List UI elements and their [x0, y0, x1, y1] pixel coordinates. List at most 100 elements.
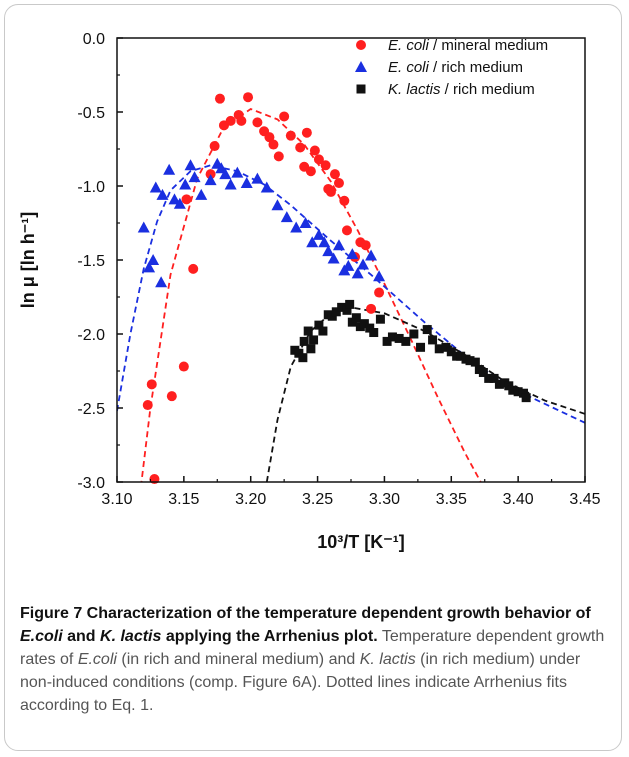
point-series-2 [309, 335, 319, 345]
point-series-2 [345, 299, 355, 309]
point-series-2 [441, 342, 451, 352]
y-tick-label: -1.0 [77, 179, 105, 196]
point-series-0 [341, 225, 352, 236]
x-tick-label: 3.20 [235, 491, 266, 508]
point-series-1 [163, 163, 176, 175]
point-series-2 [521, 393, 531, 403]
point-series-2 [422, 325, 432, 335]
fit-line-series-0 [140, 107, 482, 482]
point-series-1 [351, 267, 364, 279]
point-series-2 [409, 329, 419, 339]
point-series-1 [251, 172, 264, 184]
point-series-2 [318, 326, 328, 336]
point-series-2 [299, 336, 309, 346]
point-series-1 [322, 245, 335, 257]
point-series-0 [333, 178, 344, 189]
point-series-0 [188, 263, 199, 274]
point-series-1 [327, 252, 340, 264]
x-tick-label: 3.45 [569, 491, 600, 508]
y-tick-label: -1.5 [77, 253, 105, 270]
point-series-1 [173, 197, 186, 209]
arrhenius-chart: 3.10 3.15 3.20 3.25 3.30 3.35 3.40 3.45 0.0 -0.5 -… [18, 31, 601, 552]
y-tick-label: -3.0 [77, 475, 105, 492]
x-tick-label: 3.30 [369, 491, 400, 508]
point-series-2 [303, 326, 313, 336]
legend-marker-1 [355, 61, 367, 72]
point-series-1 [143, 261, 156, 273]
point-series-0 [360, 240, 371, 251]
point-series-2 [298, 353, 308, 363]
caption-title: Figure 7 Characterization of the tempera… [20, 605, 591, 645]
point-series-0 [236, 115, 247, 126]
point-series-1 [184, 159, 197, 171]
point-series-1 [342, 259, 355, 271]
point-series-2 [394, 333, 404, 343]
point-series-2 [470, 357, 480, 367]
point-series-2 [494, 379, 504, 389]
point-series-1 [147, 254, 160, 265]
point-series-1 [299, 217, 312, 228]
point-series-2 [337, 302, 347, 312]
point-series-0 [325, 186, 336, 197]
point-series-2 [489, 373, 499, 383]
point-series-1 [290, 221, 303, 233]
point-series-0 [225, 115, 236, 126]
point-series-2 [375, 314, 385, 324]
point-series-2 [401, 336, 411, 346]
point-series-1 [357, 258, 370, 270]
figure-caption: Figure 7 Characterization of the tempera… [20, 602, 612, 717]
point-series-0 [166, 391, 177, 402]
point-series-1 [204, 174, 217, 186]
point-series-2 [456, 351, 466, 361]
point-series-1 [312, 228, 325, 240]
point-series-0 [209, 141, 220, 152]
point-series-1 [318, 236, 331, 248]
legend-entry-2: K. lactis / rich medium [388, 81, 535, 98]
y-tick-label: -2.5 [77, 401, 105, 418]
point-series-2 [428, 335, 438, 345]
point-series-1 [179, 178, 192, 190]
point-series-2 [306, 344, 316, 354]
point-series-0 [243, 92, 254, 103]
point-series-1 [224, 178, 237, 190]
point-series-0 [279, 111, 290, 122]
point-series-1 [271, 199, 284, 211]
point-series-2 [446, 347, 456, 357]
point-series-0 [178, 361, 189, 372]
point-series-1 [137, 221, 150, 233]
point-series-1 [346, 248, 359, 260]
point-series-0 [320, 160, 331, 171]
point-series-1 [373, 270, 386, 282]
point-series-2 [508, 385, 518, 395]
point-series-0 [329, 169, 340, 180]
point-series-0 [305, 166, 316, 177]
x-tick-label: 3.40 [503, 491, 534, 508]
y-tick-label: 0.0 [83, 31, 105, 48]
point-series-1 [280, 211, 293, 223]
point-series-0 [214, 93, 225, 104]
point-series-0 [268, 139, 279, 150]
point-series-1 [168, 193, 181, 205]
point-series-0 [181, 194, 192, 205]
x-tick-label: 3.25 [302, 491, 333, 508]
point-series-1 [365, 249, 378, 261]
axis-ticks: 3.10 3.15 3.20 3.25 3.30 3.35 3.40 3.45 0.0 -0.5 -… [77, 31, 600, 508]
point-series-0 [273, 151, 284, 162]
point-series-0 [313, 154, 324, 165]
point-series-2 [331, 307, 341, 317]
legend-entry-1: E. coli / rich medium [388, 59, 523, 76]
point-series-0 [142, 400, 153, 411]
x-axis-label: 10³/T [K⁻¹] [317, 532, 405, 552]
point-series-0 [285, 130, 296, 141]
x-tick-label: 3.35 [436, 491, 467, 508]
point-series-2 [513, 387, 523, 397]
point-series-1 [306, 236, 319, 248]
data-points [137, 92, 531, 485]
point-series-0 [146, 379, 157, 390]
point-series-0 [264, 132, 275, 143]
point-series-1 [231, 166, 244, 178]
y-axis-label: ln μ [ln h⁻¹] [18, 212, 38, 309]
legend-marker-2 [356, 84, 366, 94]
point-series-2 [314, 320, 324, 330]
point-series-2 [416, 342, 426, 352]
